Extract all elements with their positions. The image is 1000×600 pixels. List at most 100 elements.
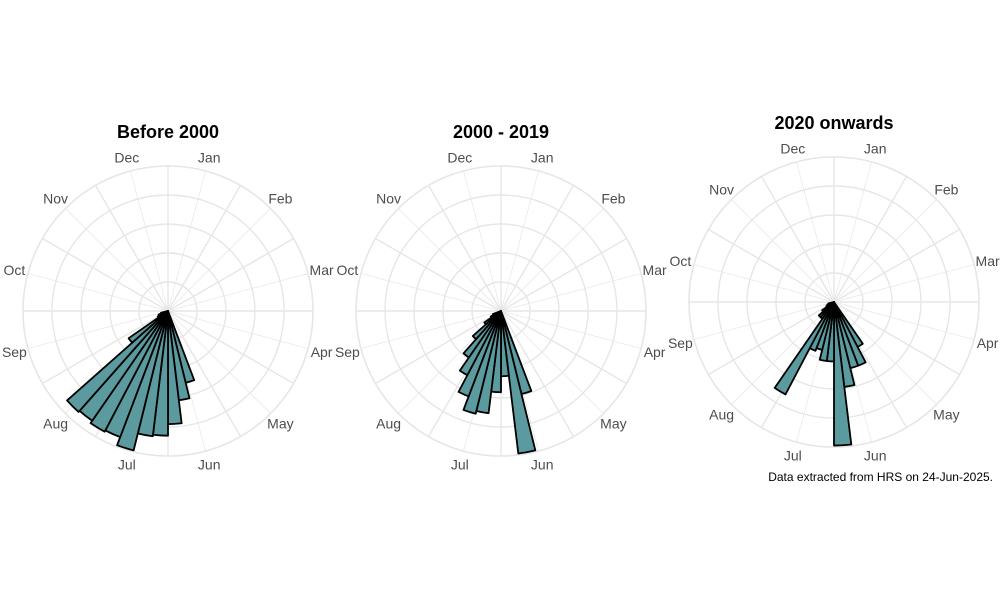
rose-chart-1: Jan Feb Mar Apr May Jun Jul Aug Sep Oct Nov Dec Befo… — [2, 122, 334, 473]
chart-title: 2000 - 2019 — [453, 122, 549, 142]
grid-spoke — [500, 310, 604, 414]
grid-spoke — [708, 301, 835, 376]
grid-spoke — [708, 228, 835, 303]
month-label: Nov — [709, 182, 734, 198]
month-label: Sep — [668, 335, 693, 351]
month-label: Jun — [864, 448, 887, 464]
month-label: Dec — [114, 149, 139, 165]
rose-chart-2: Jan Feb Mar Apr May Jun Jul Aug Sep Oct Nov Dec 2000… — [335, 122, 667, 473]
month-label: Oct — [4, 262, 26, 278]
month-label: Oct — [337, 262, 359, 278]
grid-spoke — [833, 161, 872, 303]
month-label: May — [267, 415, 293, 431]
grid-spoke — [360, 273, 502, 312]
rose-bar — [491, 310, 502, 316]
month-label: Jun — [531, 457, 554, 473]
grid-spoke — [500, 185, 575, 312]
month-label: Jul — [784, 448, 802, 464]
grid-spoke — [833, 301, 975, 340]
month-label: Nov — [376, 191, 401, 207]
grid-spoke — [833, 199, 937, 303]
month-label: Sep — [2, 344, 27, 360]
rose-bar — [89, 310, 169, 433]
month-label: Sep — [335, 344, 360, 360]
grid-spoke — [500, 310, 575, 437]
month-label: Feb — [268, 191, 292, 207]
grid-spoke — [463, 170, 502, 312]
grid-spoke — [167, 185, 242, 312]
month-label: Feb — [934, 182, 958, 198]
month-label: Apr — [311, 344, 333, 360]
grid-spoke — [42, 237, 169, 312]
grid-spoke — [693, 301, 835, 340]
month-label: Nov — [43, 191, 68, 207]
grid-spoke — [360, 310, 502, 349]
grid-spoke — [27, 273, 169, 312]
month-label: Jan — [531, 149, 554, 165]
data-source-caption: Data extracted from HRS on 24-Jun-2025. — [768, 470, 993, 484]
grid-spoke — [833, 264, 975, 303]
month-label: Dec — [447, 149, 472, 165]
grid-spoke — [130, 170, 169, 312]
grid-spoke — [796, 161, 835, 303]
grid-spoke — [500, 310, 627, 385]
grid-spoke — [760, 176, 835, 303]
month-label: Aug — [709, 406, 734, 422]
grid-spoke — [167, 310, 271, 414]
month-label: Aug — [376, 415, 401, 431]
month-label: Jan — [198, 149, 221, 165]
month-label: Aug — [43, 415, 68, 431]
month-label: May — [933, 406, 959, 422]
rose-bar — [160, 310, 169, 315]
grid-spoke — [833, 301, 937, 405]
grid-spoke — [833, 301, 960, 376]
month-label: Jun — [198, 457, 221, 473]
grid-spoke — [500, 310, 642, 349]
month-label: Oct — [670, 253, 692, 269]
grid-spoke — [500, 208, 604, 312]
grid-spoke — [42, 310, 169, 385]
month-label: May — [600, 415, 626, 431]
grid-spoke — [27, 310, 169, 349]
rose-bar — [66, 310, 169, 413]
grid-spoke — [427, 185, 502, 312]
grid-spoke — [398, 208, 502, 312]
grid-spoke — [167, 310, 294, 385]
rose-bar — [500, 310, 537, 455]
grid-spoke — [167, 237, 294, 312]
month-label: Apr — [644, 344, 666, 360]
grid-spoke — [167, 310, 242, 437]
grid-spoke — [833, 228, 960, 303]
chart-title: 2020 onwards — [774, 113, 893, 133]
month-label: Feb — [601, 191, 625, 207]
grid-spoke — [500, 237, 627, 312]
grid-spoke — [731, 199, 835, 303]
month-label: Mar — [643, 262, 667, 278]
grid-spoke — [375, 310, 502, 385]
rose-bar — [127, 310, 169, 344]
month-label: Apr — [977, 335, 999, 351]
month-label: Dec — [780, 140, 805, 156]
month-label: Jul — [118, 457, 136, 473]
rose-bar — [827, 301, 835, 305]
grid-spoke — [94, 185, 169, 312]
grid-spoke — [500, 170, 539, 312]
grid-spoke — [693, 264, 835, 303]
grid-spoke — [500, 273, 642, 312]
month-label: Mar — [310, 262, 334, 278]
grid-spoke — [731, 301, 835, 405]
grid-spoke — [167, 273, 309, 312]
grid-spoke — [167, 310, 309, 349]
chart-title: Before 2000 — [117, 122, 219, 142]
rose-bar — [833, 301, 853, 447]
month-label: Mar — [976, 253, 1000, 269]
grid-spoke — [65, 208, 169, 312]
rose-chart-3: Jan Feb Mar Apr May Jun Jul Aug Sep Oct Nov Dec 2020… — [668, 113, 1000, 464]
grid-spoke — [833, 176, 908, 303]
grid-spoke — [167, 170, 206, 312]
month-label: Jul — [451, 457, 469, 473]
rose-bar — [773, 301, 835, 396]
grid-spoke — [167, 208, 271, 312]
grid-spoke — [375, 237, 502, 312]
